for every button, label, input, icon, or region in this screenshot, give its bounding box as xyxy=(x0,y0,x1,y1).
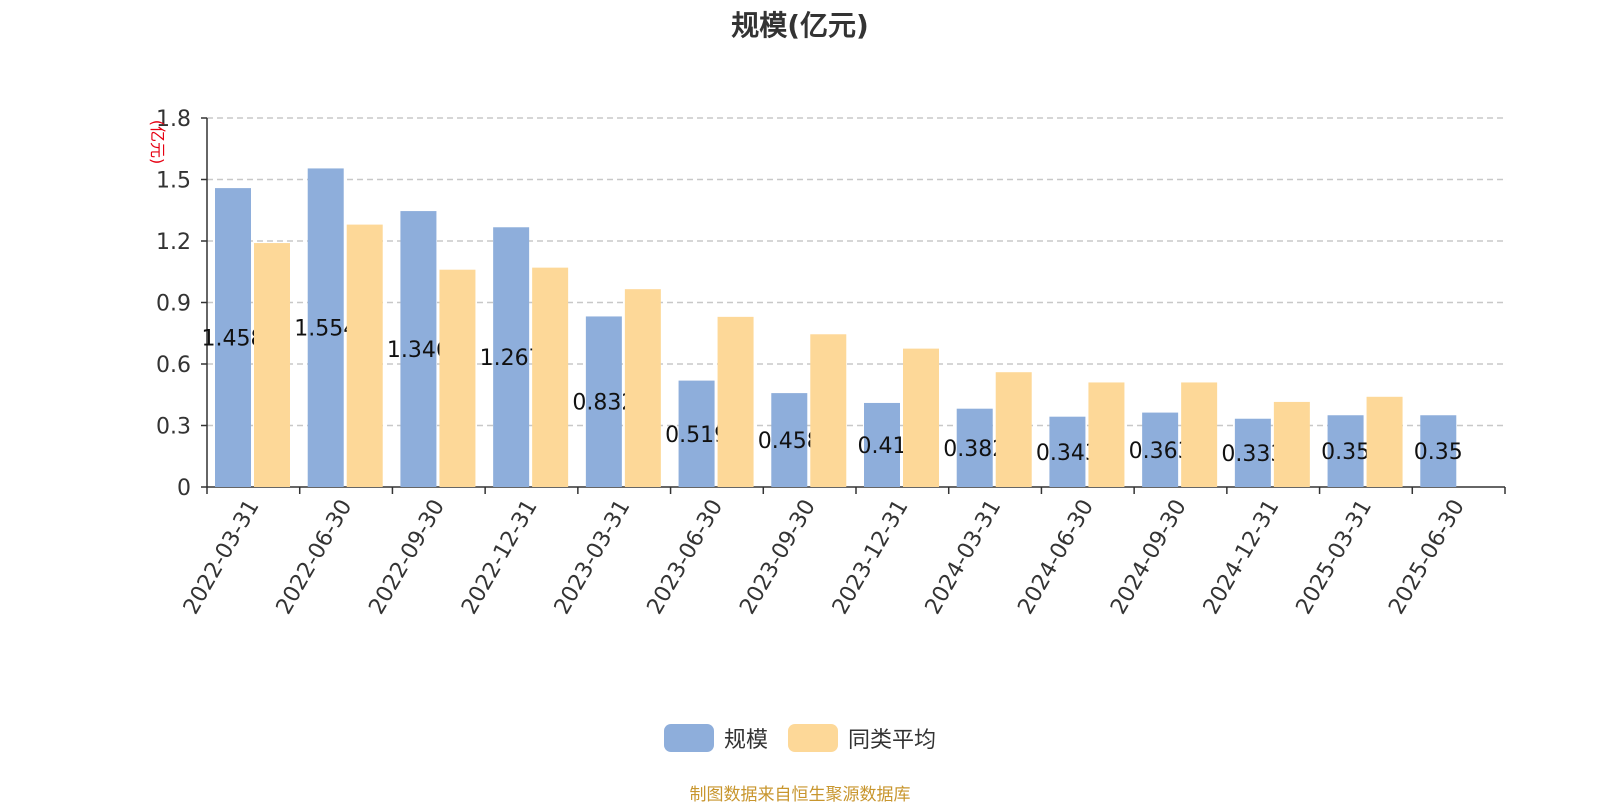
y-tick-label: 1.8 xyxy=(156,107,191,132)
x-tick-label: 2022-12-31 xyxy=(457,496,543,619)
data-label-scale: 1.346 xyxy=(387,338,450,363)
bar-peer-average xyxy=(1088,382,1125,487)
x-tick-label: 2024-09-30 xyxy=(1106,496,1192,619)
x-tick-label: 2024-03-31 xyxy=(921,496,1007,619)
y-tick-label: 0.9 xyxy=(156,292,191,317)
bar-peer-average xyxy=(903,348,939,487)
bar-peer-average xyxy=(346,224,383,487)
x-tick-label: 2024-12-31 xyxy=(1199,496,1285,619)
legend-item-scale[interactable]: 规模 xyxy=(663,722,768,754)
x-tick-label: 2022-09-30 xyxy=(364,496,450,619)
bar-chart: 0 0.3 0.6 0.9 1.2 1.5 1.8(亿元) 1.458 2022-03-31 1.… xyxy=(148,107,1506,619)
data-label-scale: 0.35 xyxy=(1321,440,1370,465)
x-tick-label: 2023-09-30 xyxy=(735,496,821,619)
x-tick-label: 2023-03-31 xyxy=(550,496,636,619)
legend: 规模 同类平均 xyxy=(0,722,1600,754)
bar-scale xyxy=(864,402,900,487)
data-label-scale: 0.41 xyxy=(858,434,907,459)
x-tick-label: 2022-06-30 xyxy=(272,496,358,619)
x-tick-label: 2025-06-30 xyxy=(1384,496,1470,619)
data-label-scale: 1.458 xyxy=(202,327,265,352)
data-label-scale: 0.35 xyxy=(1414,440,1463,465)
bar-peer-average xyxy=(995,372,1032,487)
bar-scale xyxy=(956,408,993,487)
bar-scale xyxy=(400,211,437,487)
data-label-scale: 0.343 xyxy=(1036,441,1099,466)
legend-swatch-peer-average xyxy=(788,724,838,752)
data-label-scale: 0.333 xyxy=(1221,442,1284,467)
y-tick-label: 0.3 xyxy=(156,415,191,440)
bar-peer-average xyxy=(254,243,290,487)
data-source-note: 制图数据来自恒生聚源数据库 xyxy=(689,785,911,805)
bar-peer-average xyxy=(624,289,661,487)
y-tick-label: 0.6 xyxy=(156,353,191,378)
bar-scale xyxy=(1420,415,1457,487)
x-tick-label: 2024-06-30 xyxy=(1013,496,1099,619)
bar-peer-average xyxy=(439,269,476,487)
bar-scale xyxy=(215,188,251,488)
chart-title: 规模(亿元) xyxy=(731,9,869,42)
data-label-scale: 0.363 xyxy=(1129,439,1192,464)
data-label-scale: 1.267 xyxy=(480,346,543,371)
legend-item-peer-average[interactable]: 同类平均 xyxy=(788,722,936,754)
x-tick-label: 2023-12-31 xyxy=(828,496,914,619)
bar-peer-average xyxy=(717,316,754,487)
bar-scale xyxy=(771,393,808,487)
data-label-scale: 0.382 xyxy=(943,437,1006,462)
bar-scale xyxy=(1327,415,1364,487)
bar-peer-average xyxy=(1273,401,1310,487)
bar-peer-average xyxy=(1181,382,1218,487)
data-label-scale: 1.554 xyxy=(294,317,357,342)
legend-label-scale: 规模 xyxy=(723,728,768,753)
bar-scale xyxy=(585,316,622,487)
legend-swatch-scale xyxy=(663,724,714,752)
bar-scale xyxy=(1234,418,1271,487)
bar-scale xyxy=(307,168,344,487)
bar-scale xyxy=(678,380,715,487)
x-tick-label: 2025-03-31 xyxy=(1292,496,1378,619)
bar-peer-average xyxy=(810,334,847,487)
y-tick-label: 0 xyxy=(177,476,191,501)
data-label-scale: 0.458 xyxy=(758,429,821,454)
y-tick-label: 1.2 xyxy=(156,230,191,255)
data-label-scale: 0.832 xyxy=(572,391,635,416)
x-tick-label: 2023-06-30 xyxy=(643,496,729,619)
legend-label-peer-average: 同类平均 xyxy=(848,728,937,753)
bar-peer-average xyxy=(1366,396,1403,487)
data-label-scale: 0.519 xyxy=(665,423,728,448)
bar-scale xyxy=(1142,412,1179,487)
bar-peer-average xyxy=(532,267,569,487)
y-tick-label: 1.5 xyxy=(156,169,191,194)
y-axis-label: (亿元) xyxy=(148,120,167,165)
bar-scale xyxy=(493,227,530,487)
x-tick-label: 2022-03-31 xyxy=(179,496,265,619)
bar-scale xyxy=(1049,416,1086,487)
